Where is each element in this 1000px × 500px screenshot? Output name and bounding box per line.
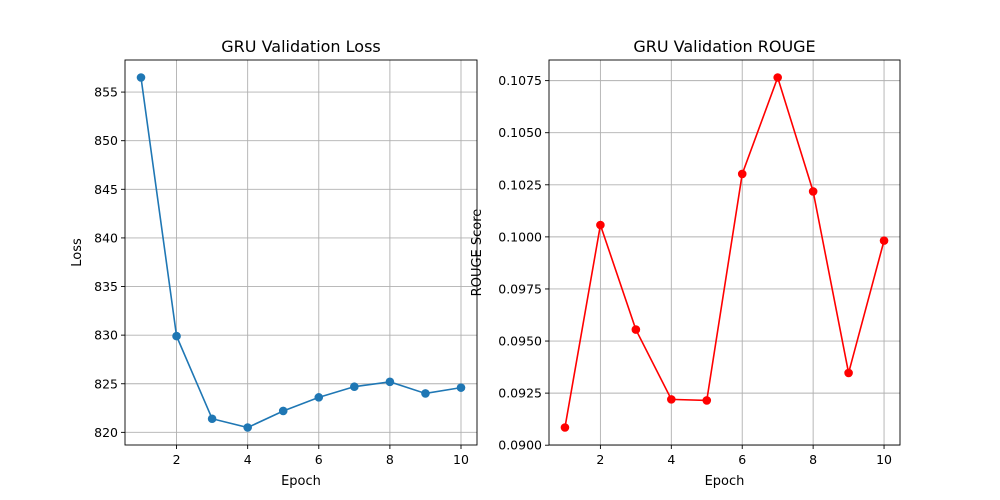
y-tick-label: 830 bbox=[94, 328, 118, 343]
y-tick-label: 0.0975 bbox=[498, 281, 542, 296]
data-point bbox=[631, 325, 641, 334]
x-tick-label: 4 bbox=[667, 452, 675, 467]
y-tick-label: 850 bbox=[94, 133, 118, 148]
x-tick-label: 2 bbox=[173, 452, 181, 467]
x-tick-label: 6 bbox=[315, 452, 323, 467]
x-axis-label: Epoch bbox=[281, 474, 321, 489]
y-tick-label: 0.1075 bbox=[498, 73, 542, 88]
y-tick-label: 840 bbox=[94, 230, 118, 245]
chart-validation-loss: GRU Validation Loss Epoch Loss 2 4 6 8 10 820… bbox=[70, 37, 478, 489]
y-tick-label: 835 bbox=[94, 279, 118, 294]
x-tick-label: 10 bbox=[876, 452, 892, 467]
data-point bbox=[385, 377, 395, 387]
data-point bbox=[560, 423, 570, 432]
data-point bbox=[207, 414, 217, 424]
data-point bbox=[596, 220, 605, 230]
data-point bbox=[737, 169, 747, 179]
y-tick-label: 825 bbox=[94, 376, 118, 391]
y-tick-label: 0.0950 bbox=[498, 334, 542, 349]
grid-lines bbox=[549, 60, 900, 446]
y-tick-label: 855 bbox=[94, 85, 118, 100]
x-tick-label: 10 bbox=[453, 452, 469, 467]
series-line bbox=[564, 75, 885, 428]
plot-frame bbox=[548, 59, 901, 446]
y-tick-label: 0.0900 bbox=[498, 438, 542, 453]
data-point bbox=[808, 187, 818, 196]
x-tick-label: 2 bbox=[596, 452, 604, 467]
data-point bbox=[314, 393, 324, 402]
y-tick-label: 0.1050 bbox=[498, 125, 542, 140]
chart-title: GRU Validation Loss bbox=[221, 37, 381, 56]
y-tick-label: 820 bbox=[94, 425, 118, 440]
y-tick-label: 0.1000 bbox=[498, 229, 542, 244]
data-point bbox=[667, 395, 676, 404]
data-point bbox=[350, 382, 359, 391]
grid-lines bbox=[125, 60, 477, 445]
plot-frame bbox=[124, 59, 478, 446]
x-axis-label: Epoch bbox=[705, 474, 745, 489]
x-tick-label: 4 bbox=[244, 452, 252, 467]
y-axis-label: Loss bbox=[70, 238, 85, 267]
data-point bbox=[879, 236, 889, 245]
data-point bbox=[702, 396, 712, 405]
x-tick-label: 8 bbox=[386, 452, 394, 467]
data-point bbox=[773, 73, 782, 82]
y-tick-label: 0.1025 bbox=[498, 177, 542, 192]
data-point bbox=[136, 73, 146, 82]
data-point bbox=[844, 368, 853, 378]
y-axis-label: ROUGE Score bbox=[470, 209, 485, 297]
y-tick-label: 845 bbox=[94, 182, 118, 197]
chart-validation-rouge: GRU Validation ROUGE Epoch ROUGE Score 2… bbox=[470, 37, 901, 489]
chart-title: GRU Validation ROUGE bbox=[633, 37, 815, 56]
data-point bbox=[278, 406, 288, 416]
x-tick-label: 6 bbox=[738, 452, 746, 467]
data-point bbox=[456, 383, 466, 392]
series-line bbox=[140, 77, 462, 429]
y-tick-label: 0.0925 bbox=[498, 386, 542, 401]
data-point bbox=[243, 423, 252, 432]
x-tick-label: 8 bbox=[809, 452, 817, 467]
data-point bbox=[172, 331, 181, 341]
data-point bbox=[421, 389, 430, 398]
